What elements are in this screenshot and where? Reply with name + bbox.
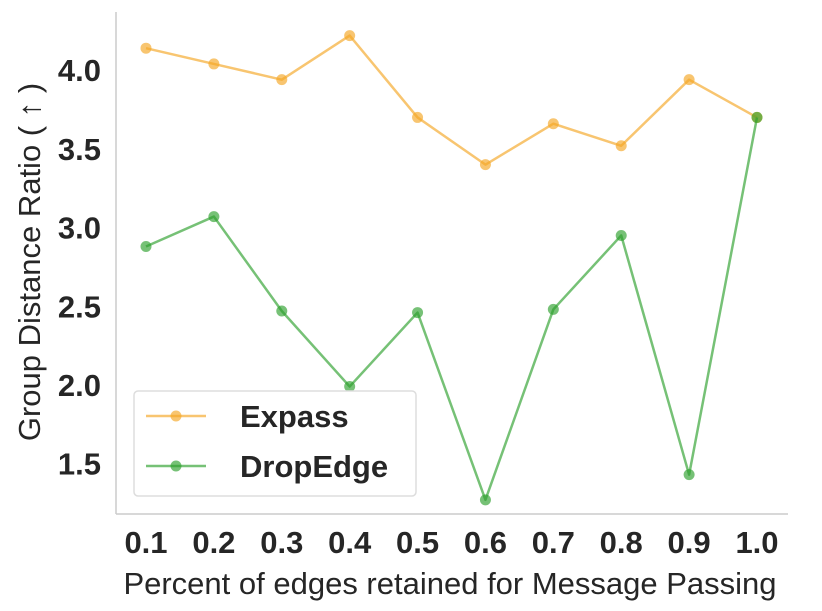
series-line-expass (145, 34, 758, 166)
x-tick-label: 0.4 (328, 525, 372, 560)
legend: Expass DropEdge (133, 390, 417, 497)
data-point-dropedge (208, 211, 220, 223)
y-tick-label: 2.0 (58, 368, 101, 403)
data-point-expass (683, 74, 695, 86)
legend-label-expass: Expass (240, 399, 349, 434)
series-line-dropedge (145, 117, 759, 502)
data-point-dropedge (344, 381, 356, 393)
data-point-dropedge (140, 240, 152, 252)
y-axis-label: Group Distance Ratio ( ↑ ) (12, 83, 47, 441)
data-point-dropedge (683, 469, 695, 481)
data-point-expass (140, 42, 152, 54)
y-tick-labels: 1.5 2.0 2.5 3.0 3.5 4.0 (58, 53, 101, 481)
x-tick-label: 0.2 (192, 525, 235, 560)
x-tick-label: 0.7 (532, 525, 575, 560)
x-tick-label: 0.5 (396, 525, 439, 560)
data-point-expass (208, 58, 220, 70)
x-tick-label: 1.0 (735, 525, 778, 560)
x-tick-label: 0.1 (124, 525, 167, 560)
data-point-expass (276, 74, 288, 86)
data-point-expass (412, 111, 424, 123)
data-point-dropedge (751, 111, 763, 123)
x-tick-label: 0.3 (260, 525, 303, 560)
x-tick-labels: 0.1 0.2 0.3 0.4 0.5 0.6 0.7 0.8 0.9 1.0 (124, 525, 778, 560)
y-tick-label: 2.5 (58, 289, 101, 324)
data-point-dropedge (479, 494, 491, 506)
y-tick-label: 3.0 (58, 211, 101, 246)
data-point-expass (344, 30, 356, 42)
x-tick-label: 0.6 (464, 525, 507, 560)
y-tick-label: 1.5 (58, 447, 101, 482)
legend-label-dropedge: DropEdge (240, 449, 388, 484)
data-point-dropedge (615, 229, 627, 241)
legend-marker-dropedge (170, 460, 182, 472)
data-point-expass (547, 118, 559, 130)
series-layer (140, 30, 763, 506)
x-tick-label: 0.9 (668, 525, 711, 560)
data-point-dropedge (276, 305, 288, 317)
legend-marker-expass (170, 410, 182, 422)
y-tick-label: 3.5 (58, 132, 101, 167)
data-point-expass (615, 140, 627, 152)
data-point-dropedge (412, 307, 424, 319)
data-point-expass (479, 159, 491, 171)
x-tick-label: 0.8 (600, 525, 643, 560)
y-tick-label: 4.0 (58, 53, 101, 88)
x-axis-label: Percent of edges retained for Message Pa… (123, 566, 776, 601)
data-point-dropedge (547, 303, 559, 315)
